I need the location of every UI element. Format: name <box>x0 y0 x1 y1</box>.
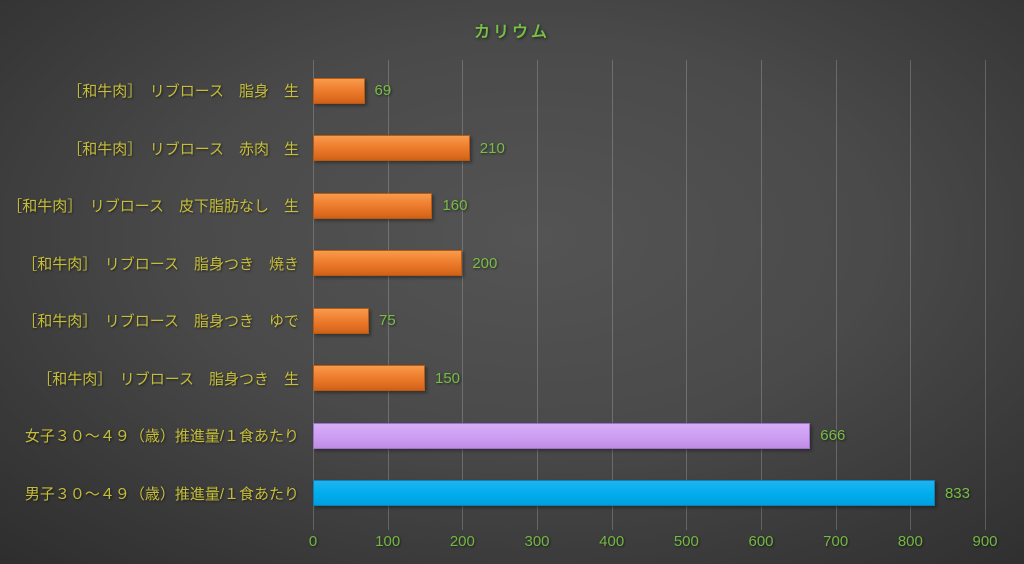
data-label: 69 <box>374 82 392 100</box>
category-label: ［和牛肉］ リブロース 赤肉 生 <box>67 140 299 158</box>
plot-cell: 160 <box>313 192 985 219</box>
bar-row: ［和牛肉］ リブロース 脂身つき 焼き 200 <box>0 235 1024 293</box>
gridline <box>537 60 538 530</box>
x-tick-label: 100 <box>375 533 401 550</box>
plot-cell: 75 <box>313 307 985 334</box>
x-tick-label: 400 <box>599 533 625 550</box>
data-label: 75 <box>379 312 396 330</box>
gridline <box>835 60 837 530</box>
data-bar <box>313 422 811 449</box>
data-bar <box>313 307 369 334</box>
plot-cell: 666 <box>313 422 985 449</box>
data-bar <box>313 77 365 104</box>
x-tick-label: 500 <box>673 533 699 550</box>
category-label: ［和牛肉］ リブロース 脂身つき 生 <box>37 370 299 388</box>
category-label: ［和牛肉］ リブロース 皮下脂肪なし 生 <box>7 198 299 216</box>
plot-cell: 210 <box>313 135 985 162</box>
x-axis: 0 100 200 300 400 500 600 700 800 900 <box>309 533 998 555</box>
bar-row: ［和牛肉］ リブロース 脂身つき 生 150 <box>0 350 1024 408</box>
data-label: 666 <box>820 427 846 445</box>
category-label: 男子３０～４９（歳）推進量/１食あたり <box>24 485 299 503</box>
gridline <box>462 60 464 530</box>
plot-cell: 833 <box>313 480 985 507</box>
gridline <box>387 60 389 530</box>
x-tick-label: 200 <box>449 533 475 550</box>
bar-row: 男子３０～４９（歳）推進量/１食あたり 833 <box>0 465 1024 523</box>
data-bar <box>313 365 425 392</box>
x-tick-label: 900 <box>972 533 998 550</box>
category-label: 女子３０～４９（歳）推進量/１食あたり <box>24 428 299 446</box>
gridline <box>313 60 314 530</box>
gridline <box>761 60 762 530</box>
x-tick-label: 800 <box>897 533 923 550</box>
bar-row: ［和牛肉］ リブロース 赤肉 生 210 <box>0 120 1024 178</box>
data-label: 200 <box>472 254 498 272</box>
gridline <box>686 60 688 530</box>
category-label: ［和牛肉］ リブロース 脂身つき ゆで <box>22 313 299 331</box>
data-label: 833 <box>944 484 970 502</box>
data-bar <box>313 250 463 277</box>
gridline <box>985 60 986 530</box>
gridline <box>611 60 613 530</box>
bar-row: ［和牛肉］ リブロース 脂身つき ゆで 75 <box>0 292 1024 350</box>
x-tick-label: 700 <box>823 533 849 550</box>
gridline <box>910 60 912 530</box>
category-label: ［和牛肉］ リブロース 脂身つき 焼き <box>22 255 299 273</box>
plot-cell: 200 <box>313 250 985 277</box>
bar-row: 女子３０～４９（歳）推進量/１食あたり 666 <box>0 407 1024 465</box>
data-label: 160 <box>442 197 468 215</box>
bar-row: ［和牛肉］ リブロース 脂身 生 69 <box>0 62 1024 120</box>
bar-row: ［和牛肉］ リブロース 皮下脂肪なし 生 160 <box>0 177 1024 235</box>
x-tick-label: 600 <box>748 533 774 550</box>
data-bar <box>313 135 470 162</box>
gridlines <box>313 60 986 530</box>
data-label: 150 <box>435 369 461 387</box>
plot-cell: 69 <box>313 77 985 104</box>
plot-cell: 150 <box>313 365 985 392</box>
bar-rows: ［和牛肉］ リブロース 脂身 生 69 ［和牛肉］ リブロース 赤肉 生 210 ［和牛… <box>0 62 1024 522</box>
x-tick-label: 300 <box>524 533 550 550</box>
data-bar <box>313 480 935 507</box>
x-tick-label: 0 <box>308 533 318 550</box>
data-label: 210 <box>479 139 505 157</box>
category-label: ［和牛肉］ リブロース 脂身 生 <box>67 83 299 101</box>
data-bar <box>313 192 433 219</box>
chart-title: カリウム <box>473 24 550 41</box>
